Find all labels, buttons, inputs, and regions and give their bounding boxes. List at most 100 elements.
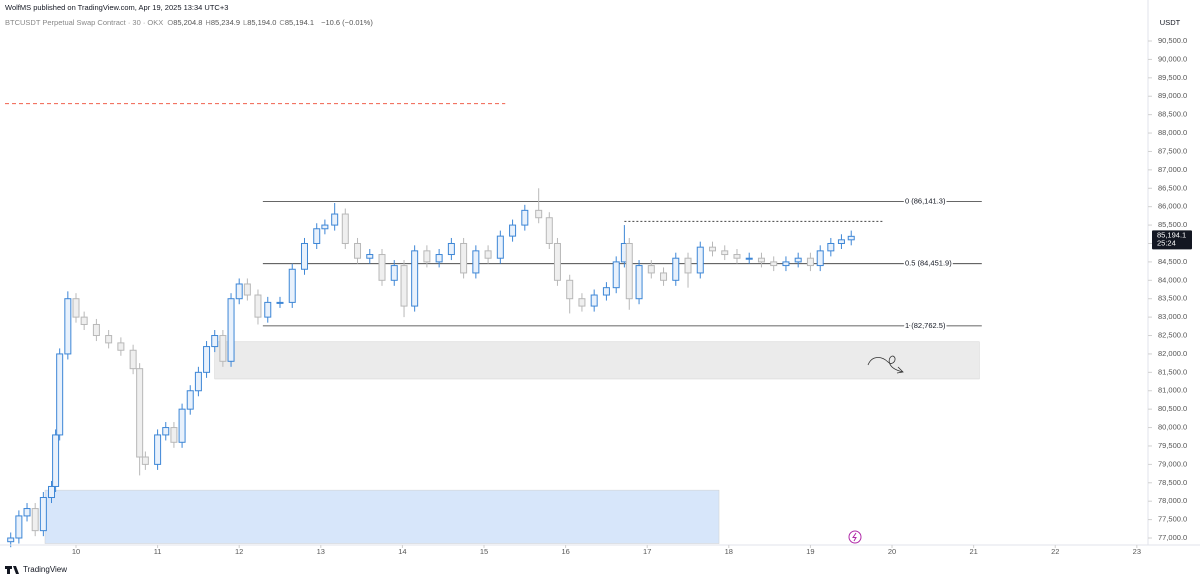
x-tick-label: 15 (480, 547, 488, 556)
candle-body (411, 250, 419, 307)
candle-body (105, 335, 113, 344)
candle-body (92, 323, 100, 337)
candle-body (378, 254, 386, 281)
y-tick-label: 88,500.0 (1158, 110, 1187, 119)
candle-body (672, 257, 680, 281)
candle-body (684, 257, 692, 274)
y-tick-label: 87,000.0 (1158, 165, 1187, 174)
candle-body (806, 257, 814, 267)
y-tick-label: 77,500.0 (1158, 515, 1187, 524)
candle-body (321, 224, 329, 230)
candle-body (535, 209, 543, 219)
candle-body (313, 228, 321, 244)
candle-body (612, 261, 620, 289)
candle-body (194, 371, 202, 392)
plot-area: 0 (86,141.3) 0.5 (84,451.9) 1 (82,762.5) (5, 103, 982, 548)
x-tick-label: 19 (806, 547, 814, 556)
candle-body (827, 242, 835, 252)
ohlc-label: L (243, 18, 248, 27)
y-tick-label: 88,000.0 (1158, 128, 1187, 137)
x-tick-label: 11 (154, 547, 162, 556)
y-tick-label: 80,500.0 (1158, 404, 1187, 413)
candle-body (178, 408, 186, 443)
ohlc-value: 85,234.9 (210, 18, 241, 27)
candle-body (254, 294, 262, 318)
price-tag-label: 85,194.1 (1157, 230, 1186, 239)
x-tick-label: 12 (235, 547, 243, 556)
candle-body (211, 335, 219, 348)
candle-body (15, 515, 23, 539)
x-tick-label: 14 (398, 547, 406, 556)
symbol: BTCUSDT Perpetual Swap Contract · 30 · O… (5, 18, 164, 27)
candle-body (354, 242, 362, 259)
candle-body (136, 368, 144, 458)
y-tick-label: 86,000.0 (1158, 202, 1187, 211)
y-tick-label: 89,000.0 (1158, 91, 1187, 100)
candle-body (235, 283, 243, 300)
y-tick-label: 87,500.0 (1158, 146, 1187, 155)
candle-body (52, 434, 60, 487)
x-tick-label: 21 (969, 547, 977, 556)
currency: USDT (1160, 18, 1181, 27)
y-tick-label: 78,000.0 (1158, 496, 1187, 505)
candle-body (170, 427, 178, 443)
y-tick-label: 81,500.0 (1158, 367, 1187, 376)
candle-body (23, 508, 31, 517)
x-tick-label: 23 (1133, 547, 1141, 556)
candle-body (219, 335, 227, 362)
change: −10.6 (−0.01%) (321, 18, 373, 27)
candle-body (460, 242, 468, 274)
y-tick-label: 80,000.0 (1158, 423, 1187, 432)
candle-body (7, 537, 15, 543)
y-tick-label: 82,000.0 (1158, 349, 1187, 358)
symbol-line: BTCUSDT Perpetual Swap Contract · 30 · O… (5, 18, 375, 27)
candle-body (484, 250, 492, 259)
y-tick-label: 81,000.0 (1158, 386, 1187, 395)
candle-body (602, 287, 610, 296)
ohlc-label: O (167, 18, 174, 27)
x-tick-label: 13 (317, 547, 325, 556)
y-tick-label: 84,500.0 (1158, 257, 1187, 266)
candle-body (276, 301, 284, 304)
candle-body (48, 485, 56, 499)
y-tick-label: 79,000.0 (1158, 459, 1187, 468)
event-icon[interactable] (848, 530, 862, 544)
x-tick-label: 17 (643, 547, 651, 556)
candle-body (447, 242, 455, 256)
ohlc-label: H (205, 18, 211, 27)
candle-body (39, 497, 47, 532)
ohlc-value: 85,194.1 (284, 18, 315, 27)
candle-body (435, 254, 443, 263)
candle-body (733, 254, 741, 259)
candle-body (647, 265, 655, 274)
candle-body (553, 242, 561, 281)
candle-body (496, 235, 504, 259)
candle-body (770, 261, 778, 267)
candle-body (80, 316, 88, 325)
candle-body (521, 209, 529, 226)
ohlc-value: 85,204.8 (173, 18, 203, 27)
candle-body (264, 301, 272, 318)
candle-body (837, 239, 845, 244)
candle-body (757, 257, 765, 263)
brand: TradingView (23, 565, 67, 574)
ohlc: O85,204.8 H85,234.9 L85,194.0 C85,194.1 (167, 18, 317, 27)
x-tick-label: 16 (561, 547, 569, 556)
candle-body (590, 294, 598, 307)
candle-body (56, 353, 64, 436)
drawing-arrow (867, 355, 904, 374)
y-tick-label: 86,500.0 (1158, 183, 1187, 192)
candle-body (390, 265, 398, 281)
y-tick-label: 89,500.0 (1158, 73, 1187, 82)
x-tick-label: 10 (72, 547, 80, 556)
x-tick-label: 18 (725, 547, 733, 556)
candle-body (423, 250, 431, 263)
candle-body (472, 250, 480, 274)
x-tick-label: 20 (888, 547, 896, 556)
candle-body (566, 279, 574, 300)
brand-logo (5, 566, 19, 574)
candle-body (578, 298, 586, 307)
